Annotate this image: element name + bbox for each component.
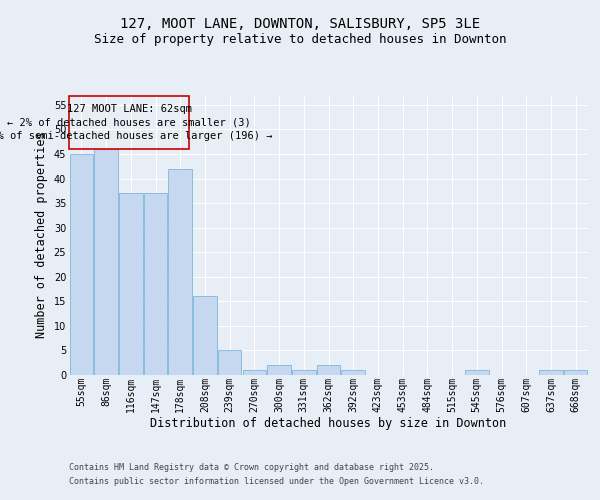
Bar — [465, 370, 488, 375]
Bar — [539, 370, 563, 375]
X-axis label: Distribution of detached houses by size in Downton: Distribution of detached houses by size … — [151, 417, 506, 430]
Text: Size of property relative to detached houses in Downton: Size of property relative to detached ho… — [94, 32, 506, 46]
Bar — [94, 149, 118, 375]
Bar — [193, 296, 217, 375]
Bar — [169, 168, 192, 375]
Text: Contains public sector information licensed under the Open Government Licence v3: Contains public sector information licen… — [69, 477, 484, 486]
Y-axis label: Number of detached properties: Number of detached properties — [35, 132, 48, 338]
Bar — [119, 193, 143, 375]
Bar — [70, 154, 93, 375]
Bar — [341, 370, 365, 375]
Bar — [268, 365, 291, 375]
Text: Contains HM Land Registry data © Crown copyright and database right 2025.: Contains HM Land Registry data © Crown c… — [69, 464, 434, 472]
Bar — [292, 370, 316, 375]
Bar — [218, 350, 241, 375]
Text: 127 MOOT LANE: 62sqm
← 2% of detached houses are smaller (3)
98% of semi-detache: 127 MOOT LANE: 62sqm ← 2% of detached ho… — [0, 104, 273, 141]
Text: 127, MOOT LANE, DOWNTON, SALISBURY, SP5 3LE: 127, MOOT LANE, DOWNTON, SALISBURY, SP5 … — [120, 18, 480, 32]
Bar — [564, 370, 587, 375]
Bar — [242, 370, 266, 375]
Bar — [144, 193, 167, 375]
Bar — [317, 365, 340, 375]
